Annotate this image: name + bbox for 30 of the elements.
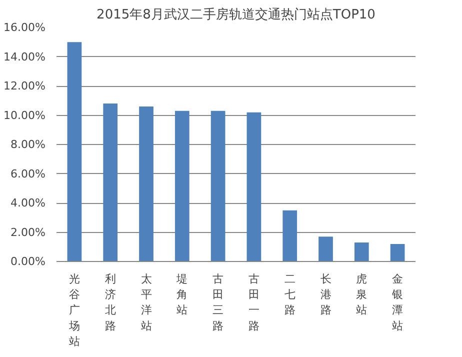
x-tick-label: 太平洋站 — [140, 272, 152, 332]
bar — [139, 106, 154, 262]
bar — [282, 210, 298, 262]
y-tick-label: 16.00% — [4, 21, 46, 34]
x-tick-label: 金银潭站 — [391, 272, 404, 332]
bar — [246, 112, 262, 262]
bar — [174, 110, 190, 262]
bar — [318, 236, 333, 262]
x-tick-label: 长港路 — [320, 272, 332, 317]
x-tick-label: 光谷广场站 — [68, 272, 80, 348]
y-tick-label: 8.00% — [10, 138, 46, 151]
bar — [210, 110, 226, 262]
y-tick-label: 14.00% — [4, 50, 46, 64]
x-tick-label: 古田三路 — [212, 272, 224, 332]
x-tick-label: 利济北路 — [104, 272, 116, 332]
bar — [390, 244, 405, 262]
bar — [67, 42, 82, 262]
y-tick-label: 10.00% — [4, 108, 46, 122]
y-tick-label: 4.00% — [10, 196, 46, 210]
x-tick-label: 堤角站 — [176, 272, 188, 317]
y-tick-label: 12.00% — [4, 80, 46, 92]
bar — [103, 104, 118, 262]
bar — [354, 242, 369, 262]
x-tick-label: 虎泉站 — [356, 272, 368, 317]
x-tick-label: 二七路 — [284, 272, 296, 317]
x-tick-label: 古田一路 — [248, 272, 260, 332]
y-tick-label: 0.00% — [10, 255, 46, 268]
chart-title: 2015年8月武汉二手房轨道交通热门站点TOP10 — [96, 6, 376, 22]
y-tick-label: 6.00% — [10, 167, 46, 180]
y-tick-label: 2.00% — [10, 226, 46, 239]
